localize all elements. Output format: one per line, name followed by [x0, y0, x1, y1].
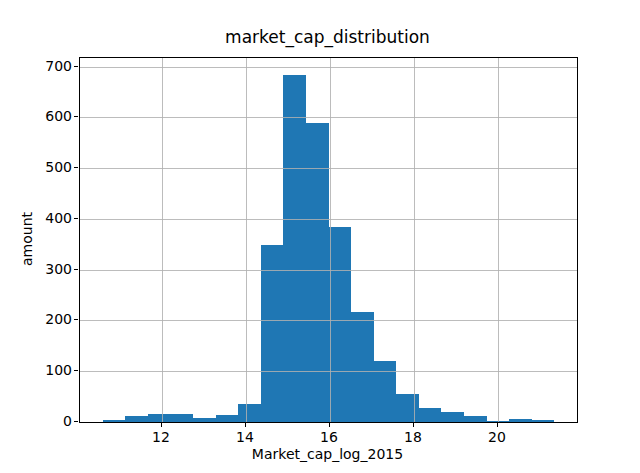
histogram-bar	[170, 414, 193, 422]
histogram-bar	[216, 415, 238, 422]
y-tick-label: 600	[28, 108, 72, 124]
histogram-bar	[532, 420, 554, 422]
x-tick	[245, 423, 246, 427]
y-gridline	[80, 320, 577, 321]
y-gridline	[80, 371, 577, 372]
y-tick	[74, 116, 78, 117]
x-tick	[329, 423, 330, 427]
y-tick	[74, 269, 78, 270]
y-tick-label: 700	[28, 58, 72, 74]
histogram-bar	[238, 404, 261, 422]
x-gridline	[162, 58, 163, 422]
x-tick	[497, 423, 498, 427]
x-gridline	[414, 58, 415, 422]
histogram-bar	[509, 419, 532, 422]
histogram-bar	[148, 414, 170, 422]
histogram-bar	[125, 416, 148, 422]
x-tick-label: 20	[475, 429, 519, 445]
histogram-bar	[441, 412, 464, 422]
histogram-bar	[103, 420, 125, 422]
y-tick-label: 500	[28, 159, 72, 175]
y-tick	[74, 218, 78, 219]
histogram-bar	[351, 312, 374, 422]
y-gridline	[80, 168, 577, 169]
chart-title: market_cap_distribution	[79, 27, 576, 47]
x-axis-label: Market_cap_log_2015	[79, 446, 576, 462]
y-gridline	[80, 67, 577, 68]
histogram-bar	[261, 245, 283, 422]
y-tick-label: 100	[28, 362, 72, 378]
histogram-bar	[283, 75, 306, 422]
x-tick	[161, 423, 162, 427]
x-gridline	[498, 58, 499, 422]
histogram-bar	[329, 227, 351, 422]
x-tick-label: 14	[223, 429, 267, 445]
y-tick	[74, 66, 78, 67]
x-tick	[413, 423, 414, 427]
histogram-bar	[419, 408, 441, 422]
histogram-bar	[193, 418, 216, 422]
y-tick	[74, 421, 78, 422]
y-axis-label: amount	[19, 212, 35, 266]
plot-area	[79, 57, 578, 423]
y-tick	[74, 319, 78, 320]
figure: market_cap_distribution 1214161820010020…	[0, 0, 640, 473]
x-gridline	[246, 58, 247, 422]
y-gridline	[80, 270, 577, 271]
x-tick-label: 18	[391, 429, 435, 445]
y-tick-label: 200	[28, 311, 72, 327]
y-tick-label: 0	[28, 413, 72, 429]
x-gridline	[330, 58, 331, 422]
y-gridline	[80, 117, 577, 118]
histogram-bar	[464, 416, 487, 422]
y-tick	[74, 167, 78, 168]
histogram-bar	[396, 394, 419, 422]
x-tick-label: 16	[307, 429, 351, 445]
x-tick-label: 12	[139, 429, 183, 445]
y-gridline	[80, 219, 577, 220]
y-tick	[74, 370, 78, 371]
